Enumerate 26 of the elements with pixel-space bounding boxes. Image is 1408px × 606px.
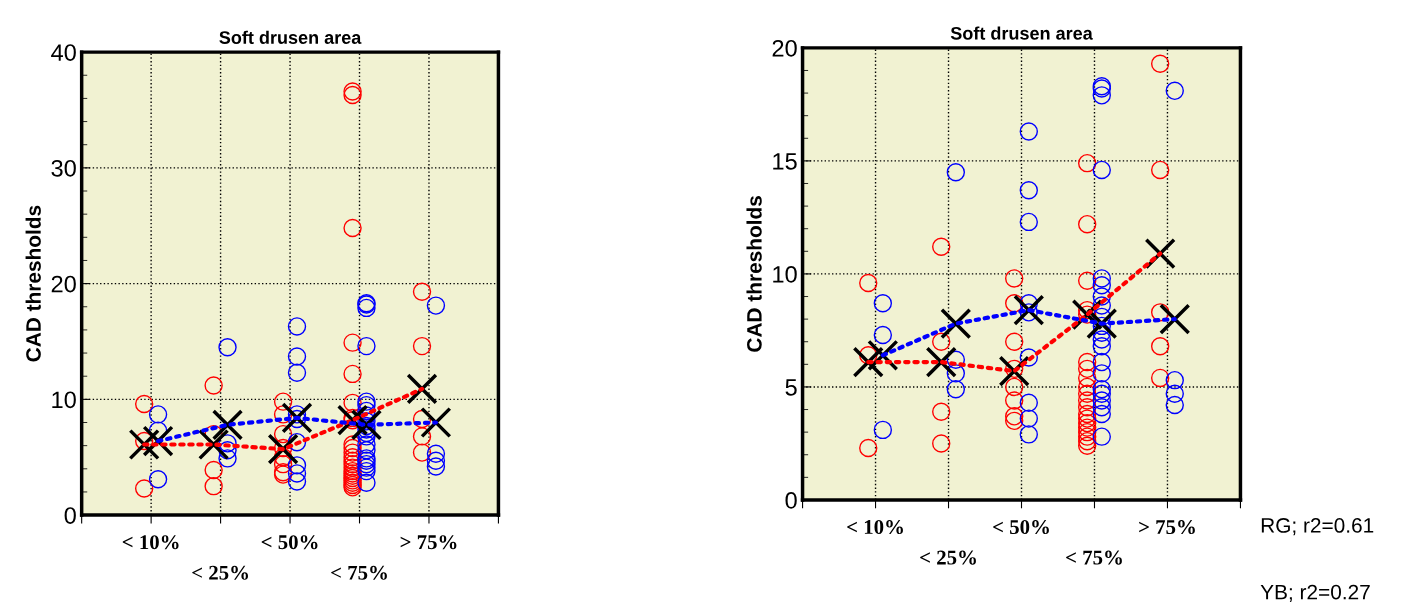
y-tick-label: 0	[785, 492, 797, 509]
x-tick-label: < 25%	[920, 550, 976, 565]
x-tick-label: < 50%	[993, 520, 1049, 535]
x-tick-label: > 75%	[1139, 520, 1195, 535]
y-axis-title: CAD thresholds	[746, 196, 762, 352]
y-axis-title: CAD thresholds	[25, 205, 41, 362]
y-tick-label: 15	[773, 153, 797, 170]
y-tick-label: 10	[773, 265, 797, 283]
y-tick-label: 20	[772, 39, 797, 57]
x-tick-label: < 10%	[122, 535, 179, 550]
y-tick-label: 5	[785, 379, 797, 396]
text: YB; r2=0.27	[1260, 584, 1370, 602]
y-tick-label: 20	[51, 275, 76, 293]
x-tick-label: < 10%	[847, 520, 903, 535]
x-tick-label: < 75%	[1066, 550, 1122, 565]
y-tick-label: 40	[51, 44, 76, 61]
x-tick-label: < 25%	[192, 565, 249, 580]
text: RG; r2=0.61	[1261, 518, 1374, 536]
x-tick-label: > 75%	[400, 535, 457, 550]
y-tick-label: 0	[64, 507, 76, 524]
x-tick-label: < 75%	[331, 565, 387, 580]
x-tick-label: < 50%	[261, 535, 318, 550]
chart-title: Soft drusen area	[950, 26, 1093, 40]
y-tick-label: 10	[52, 391, 76, 409]
y-tick-label: 30	[51, 159, 76, 177]
chart-title: Soft drusen area	[219, 30, 362, 44]
